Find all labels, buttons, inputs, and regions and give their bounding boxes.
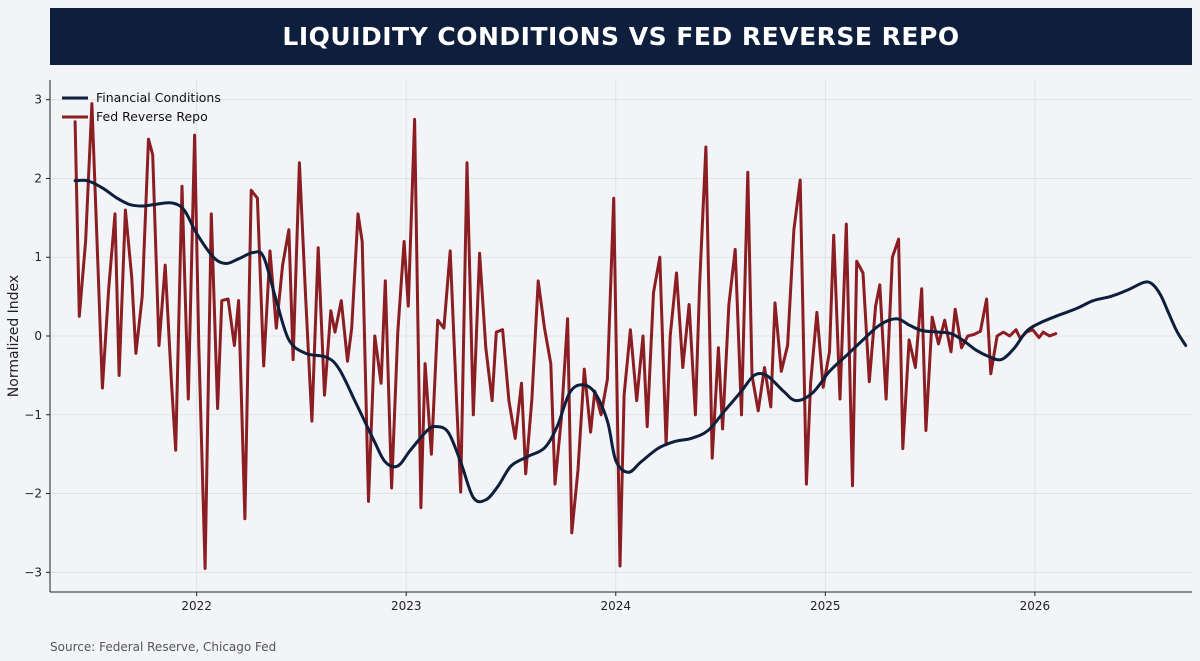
y-tick-label: −3 [24,565,42,579]
y-axis-label: Normalized Index [6,275,22,397]
series-lines [73,102,1188,570]
legend-label: Financial Conditions [96,90,221,105]
x-tick-label: 2025 [810,599,841,613]
y-tick-label: 1 [34,250,42,264]
series-line-financial-conditions [73,178,1188,504]
y-tick-label: 0 [34,329,42,343]
title-banner: LIQUIDITY CONDITIONS VS FED REVERSE REPO [50,8,1192,65]
y-tick-label: 2 [34,171,42,185]
legend-label: Fed Reverse Repo [96,109,208,124]
source-note: Source: Federal Reserve, Chicago Fed [50,640,277,654]
x-tick-label: 2024 [600,599,631,613]
y-tick-label: 3 [34,93,42,107]
chart-title: LIQUIDITY CONDITIONS VS FED REVERSE REPO [282,22,960,51]
x-tick-label: 2022 [181,599,212,613]
y-tick-label: −1 [24,408,42,422]
series-line-fed-reverse-repo [73,102,1058,570]
y-tick-label: −2 [24,487,42,501]
x-tick-label: 2023 [391,599,422,613]
ticks: −3 −2 −1 0 1 2 3 2022 2023 2024 2025 2026 [24,93,1050,613]
x-tick-label: 2026 [1020,599,1051,613]
legend: Financial Conditions Fed Reverse Repo [62,90,221,124]
